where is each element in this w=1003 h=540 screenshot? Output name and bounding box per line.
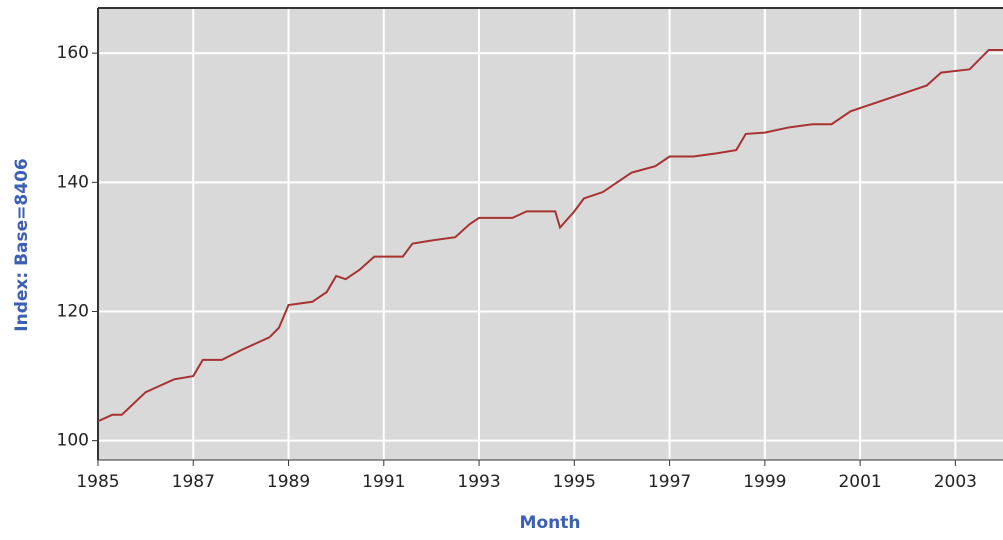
y-tick-label: 160: [57, 43, 89, 63]
x-tick-label: 1985: [76, 472, 119, 492]
y-tick-label: 120: [57, 301, 89, 321]
y-axis-title: Index: Base=8406: [12, 158, 32, 331]
data-line: [97, 48, 1003, 423]
x-tick-label: 1989: [267, 472, 310, 492]
plot-area: [98, 8, 1003, 460]
x-tick-label: 1999: [743, 472, 786, 492]
x-tick-label: 1997: [648, 472, 691, 492]
x-tick-label: 1987: [172, 472, 215, 492]
x-tick-label: 1993: [457, 472, 500, 492]
x-tick-label: 1995: [553, 472, 596, 492]
x-tick-label: 1991: [362, 472, 405, 492]
y-tick-label: 100: [57, 431, 89, 451]
y-tick-label: 140: [57, 172, 89, 192]
x-tick-label: 2001: [838, 472, 881, 492]
x-tick-label: 2003: [934, 472, 977, 492]
x-axis-title: Month: [520, 513, 581, 533]
